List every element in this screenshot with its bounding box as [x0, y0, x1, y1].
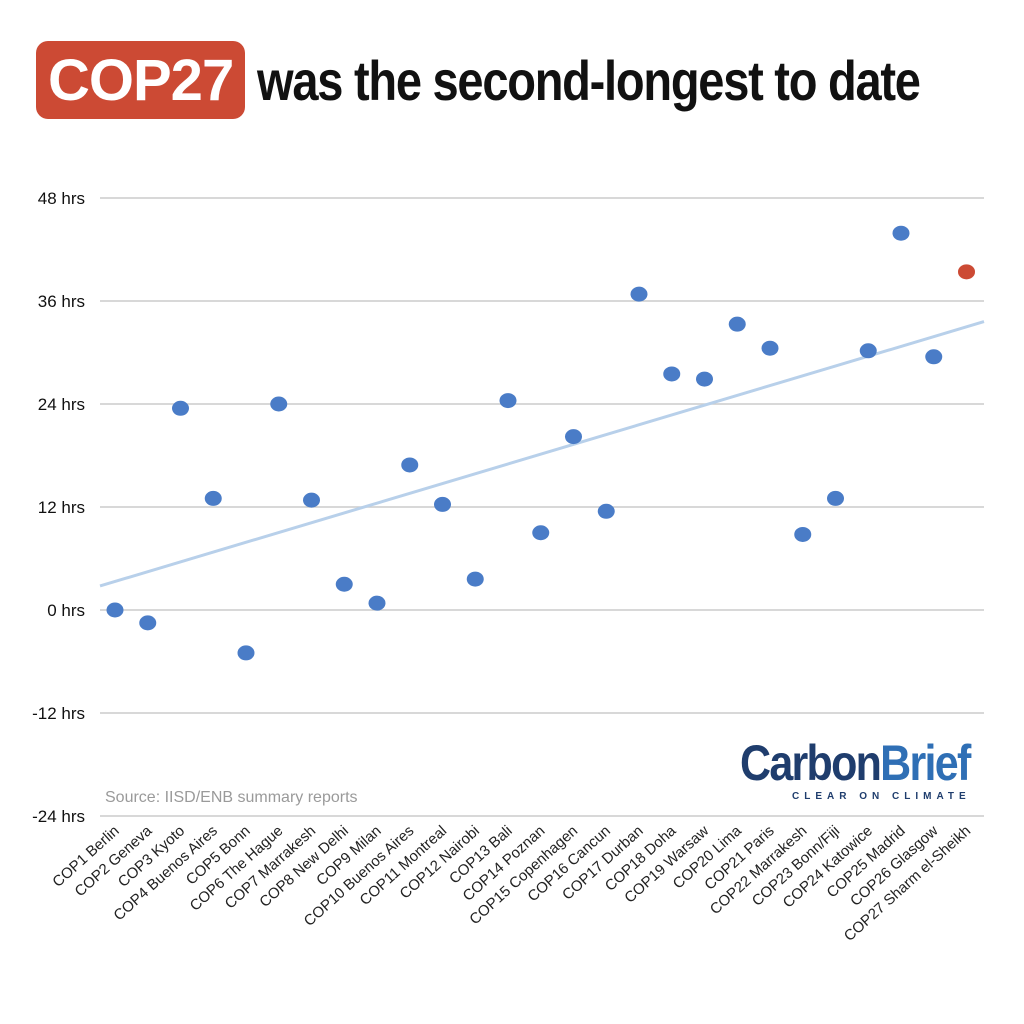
trendline — [99, 320, 985, 588]
data-point — [139, 615, 157, 631]
data-point — [859, 343, 877, 359]
data-point — [466, 571, 484, 587]
data-point — [368, 595, 386, 611]
data-point — [696, 371, 713, 387]
logo-word-carbon: Carbon — [740, 735, 882, 791]
data-point — [270, 396, 288, 412]
data-point — [106, 602, 124, 618]
logo-word-brief: Brief — [880, 735, 971, 791]
y-tick-label: 24 hrs — [38, 395, 85, 414]
data-point — [499, 393, 517, 409]
data-point — [827, 490, 844, 506]
y-tick-label: -12 hrs — [32, 704, 85, 723]
y-tick-label: 48 hrs — [38, 189, 85, 208]
y-tick-label: 36 hrs — [38, 292, 85, 311]
title-badge: COP27 — [36, 41, 246, 119]
data-point — [237, 645, 255, 661]
data-point — [728, 316, 746, 332]
gridlines — [100, 197, 984, 817]
data-point — [401, 457, 419, 473]
data-point — [761, 340, 779, 356]
data-point — [597, 503, 615, 519]
chart-title: COP27 was the second-longest to date — [36, 40, 1024, 120]
data-point — [892, 225, 910, 241]
logo-wordmark: CarbonBrief — [740, 735, 971, 791]
y-tick-label: -24 hrs — [32, 807, 85, 826]
data-point — [794, 526, 812, 542]
y-tick-label: 0 hrs — [47, 601, 85, 620]
carbonbrief-logo: CarbonBrief CLEAR ON CLIMATE — [740, 735, 985, 802]
y-tick-label: 12 hrs — [38, 498, 85, 517]
data-point — [204, 490, 222, 506]
data-point — [630, 286, 648, 302]
data-points — [106, 225, 975, 661]
logo-tagline: CLEAR ON CLIMATE — [792, 791, 971, 802]
data-point — [172, 400, 189, 416]
data-point — [565, 429, 582, 445]
data-point — [925, 349, 943, 365]
y-axis-ticks: 48 hrs 36 hrs 24 hrs 12 hrs 0 hrs -12 hrs -24 … — [32, 189, 85, 826]
title-text: was the second-longest to date — [257, 48, 921, 112]
data-point — [335, 576, 353, 592]
data-point-highlight — [958, 264, 975, 280]
data-point — [303, 492, 320, 508]
data-point — [663, 366, 681, 382]
data-point — [434, 496, 451, 512]
trendline-group — [99, 320, 985, 588]
data-point — [532, 525, 550, 541]
source-note: Source: IISD/ENB summary reports — [105, 789, 358, 806]
